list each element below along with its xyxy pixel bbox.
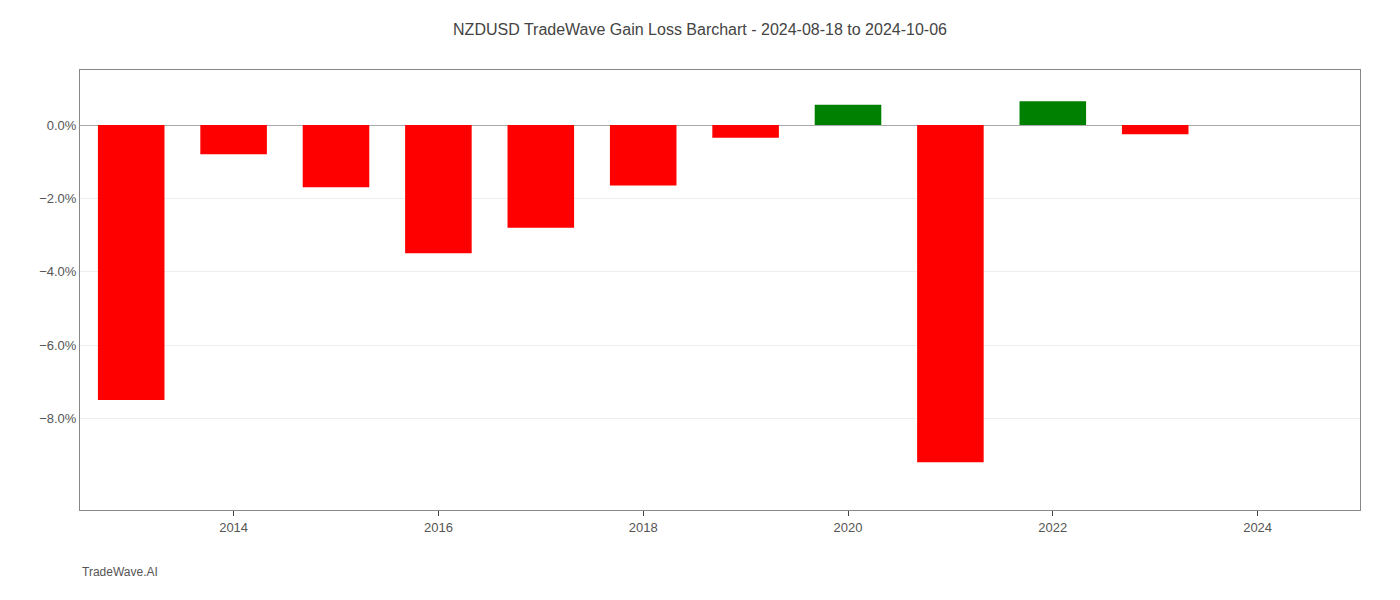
svg-text:−6.0%: −6.0%	[39, 338, 77, 353]
svg-text:2022: 2022	[1038, 520, 1067, 535]
svg-text:2020: 2020	[834, 520, 863, 535]
svg-text:2014: 2014	[219, 520, 248, 535]
svg-text:−8.0%: −8.0%	[39, 411, 77, 426]
svg-text:NZDUSD TradeWave Gain Loss Bar: NZDUSD TradeWave Gain Loss Barchart - 20…	[453, 21, 947, 38]
svg-text:−2.0%: −2.0%	[39, 191, 77, 206]
svg-text:0.0%: 0.0%	[47, 118, 77, 133]
svg-text:2018: 2018	[629, 520, 658, 535]
svg-text:TradeWave.AI: TradeWave.AI	[82, 565, 158, 579]
svg-text:−4.0%: −4.0%	[39, 264, 77, 279]
svg-text:2024: 2024	[1243, 520, 1272, 535]
svg-text:2016: 2016	[424, 520, 453, 535]
